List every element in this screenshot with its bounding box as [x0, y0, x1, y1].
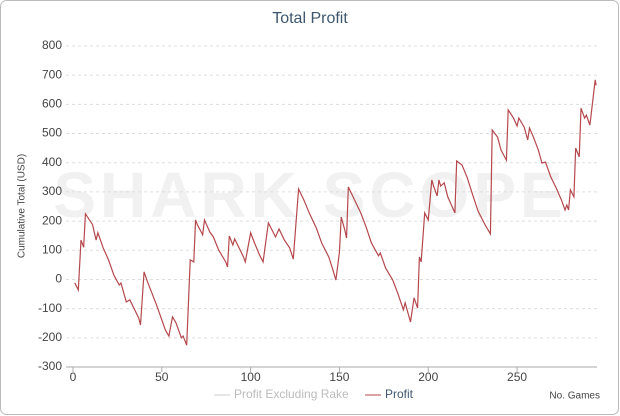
- y-tick-label: 800: [42, 38, 62, 52]
- y-tick-label: -100: [38, 301, 62, 315]
- legend-label[interactable]: Profit: [385, 387, 414, 401]
- legend-label[interactable]: Profit Excluding Rake: [234, 387, 349, 401]
- y-tick-label: 0: [55, 272, 62, 286]
- y-tick-label: 300: [42, 184, 62, 198]
- x-tick-label: 50: [155, 370, 169, 384]
- chart-title: Total Profit: [272, 10, 348, 27]
- y-tick-label: 100: [42, 242, 62, 256]
- y-tick-label: 500: [42, 126, 62, 140]
- x-tick-label: 150: [329, 370, 349, 384]
- y-tick-label: 600: [42, 97, 62, 111]
- y-tick-label: 400: [42, 155, 62, 169]
- x-tick-label: 250: [507, 370, 527, 384]
- y-tick-label: -300: [38, 359, 62, 373]
- x-tick-label: 200: [418, 370, 438, 384]
- y-axis-label: Cumulative Total (USD): [17, 154, 28, 258]
- watermark: SHARK SCOPE: [53, 159, 566, 231]
- y-tick-label: 700: [42, 67, 62, 81]
- x-tick-label: 100: [241, 370, 261, 384]
- x-tick-label: 0: [70, 370, 77, 384]
- y-tick-label: 200: [42, 213, 62, 227]
- profit-line: [74, 79, 597, 346]
- y-tick-label: -200: [38, 330, 62, 344]
- x-axis-label: No. Games: [549, 391, 600, 402]
